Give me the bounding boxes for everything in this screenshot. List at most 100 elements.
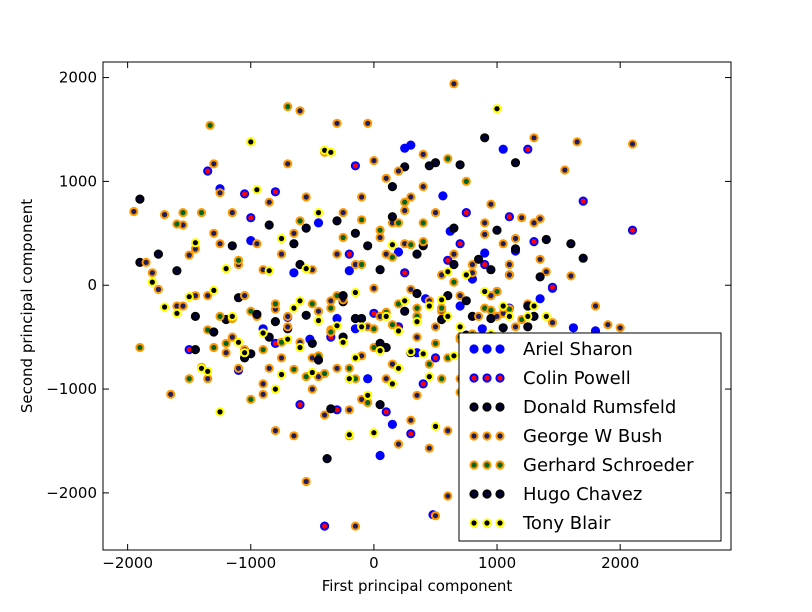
- data-point-series-3: [283, 322, 293, 332]
- legend-marker: [469, 344, 479, 354]
- data-point-series-6: [406, 347, 416, 357]
- legend-entries: Ariel Sharon Colin Powell Donald Rumsfeld G…: [469, 339, 694, 534]
- data-point-series-1: [627, 225, 638, 235]
- legend-marker: [495, 344, 505, 354]
- data-point-series-0: [438, 191, 448, 201]
- data-point-series-3: [424, 443, 434, 453]
- data-point-series-6: [344, 374, 354, 384]
- data-point-series-4: [135, 342, 145, 353]
- data-point-series-3: [572, 137, 582, 147]
- data-point-series-2: [400, 162, 410, 172]
- data-point-series-2: [480, 133, 490, 143]
- data-point-series-5: [449, 223, 459, 233]
- data-point-series-6: [541, 311, 551, 321]
- data-point-series-4: [289, 364, 299, 374]
- data-point-series-1: [344, 249, 354, 259]
- data-point-series-3: [486, 199, 496, 209]
- data-point-series-1: [270, 187, 280, 197]
- data-point-series-1: [400, 268, 410, 278]
- data-point-series-3: [535, 254, 545, 264]
- data-point-series-6: [400, 296, 410, 306]
- data-point-series-3: [270, 426, 280, 436]
- data-point-series-5: [412, 288, 422, 299]
- data-point-series-2: [135, 194, 145, 204]
- data-point-series-4: [184, 374, 194, 384]
- data-point-series-4: [492, 286, 502, 297]
- data-point-series-3: [313, 306, 324, 316]
- y-tick-label: 0: [87, 276, 97, 294]
- data-point-series-3: [147, 268, 157, 278]
- legend-label: George W Bush: [523, 426, 662, 447]
- data-point-series-5: [461, 296, 471, 306]
- data-point-series-1: [480, 259, 490, 270]
- legend-marker: [482, 518, 492, 528]
- data-point-series-3: [153, 284, 163, 294]
- data-point-series-1: [203, 166, 213, 176]
- data-point-series-3: [332, 249, 342, 259]
- data-point-series-3: [332, 118, 342, 128]
- data-point-series-6: [393, 326, 404, 336]
- data-point-series-3: [510, 233, 521, 244]
- data-point-series-3: [283, 311, 293, 321]
- data-point-series-5: [338, 291, 348, 301]
- data-point-series-3: [283, 159, 293, 169]
- data-point-series-1: [547, 282, 558, 292]
- data-point-series-6: [424, 372, 434, 382]
- data-point-series-6: [233, 337, 244, 347]
- data-point-series-6: [357, 322, 367, 332]
- data-point-series-3: [412, 332, 422, 342]
- data-point-series-6: [276, 233, 287, 244]
- data-point-series-3: [295, 106, 305, 116]
- data-point-series-3: [467, 259, 477, 270]
- data-point-series-3: [412, 390, 422, 400]
- data-point-series-3: [449, 249, 459, 259]
- data-point-series-4: [437, 303, 447, 313]
- data-point-series-3: [418, 149, 428, 159]
- data-point-series-5: [209, 327, 219, 337]
- data-point-series-3: [363, 118, 373, 128]
- data-point-series-1: [461, 208, 471, 218]
- data-point-series-4: [205, 120, 215, 130]
- data-point-series-3: [590, 301, 601, 311]
- data-point-series-5: [535, 272, 545, 282]
- data-point-series-3: [615, 323, 625, 333]
- data-point-series-3: [227, 208, 237, 218]
- data-point-series-1: [430, 353, 441, 363]
- data-point-series-3: [455, 291, 465, 301]
- legend-label: Gerhard Schroeder: [523, 455, 694, 476]
- data-point-series-6: [209, 285, 219, 295]
- legend-marker: [495, 460, 505, 470]
- data-point-series-6: [295, 342, 305, 353]
- data-point-series-6: [270, 384, 280, 394]
- plot-frame: [102, 61, 732, 551]
- data-point-series-3: [406, 415, 416, 425]
- data-point-series-2: [541, 234, 551, 245]
- data-point-series-5: [510, 244, 521, 254]
- data-point-series-3: [215, 188, 225, 198]
- ticks-layer: −2000 −1000 0 1000 2000 −2000 −1000 0 1000 2000: [46, 62, 731, 572]
- data-point-series-1: [295, 400, 305, 410]
- data-point-series-6: [172, 308, 182, 318]
- legend-marker: [482, 344, 492, 354]
- x-tick-label: −1000: [225, 554, 276, 572]
- data-point-series-3: [301, 192, 311, 202]
- data-point-series-6: [160, 302, 170, 312]
- data-point-series-6: [424, 301, 434, 311]
- data-point-series-6: [301, 264, 311, 274]
- legend-marker: [482, 460, 492, 470]
- data-point-series-3: [393, 439, 404, 449]
- data-point-series-3: [240, 291, 250, 301]
- data-point-series-3: [166, 389, 176, 399]
- data-point-series-6: [375, 346, 385, 356]
- data-point-series-5: [375, 265, 385, 275]
- data-point-series-4: [196, 208, 207, 218]
- data-point-series-6: [498, 301, 508, 311]
- data-point-series-3: [443, 491, 453, 501]
- data-point-series-6: [480, 286, 490, 297]
- data-point-series-3: [338, 208, 348, 218]
- data-point-series-3: [406, 192, 416, 202]
- data-point-series-6: [369, 428, 379, 438]
- data-point-series-6: [147, 277, 157, 287]
- legend-marker: [469, 460, 479, 470]
- data-point-series-0: [568, 323, 579, 333]
